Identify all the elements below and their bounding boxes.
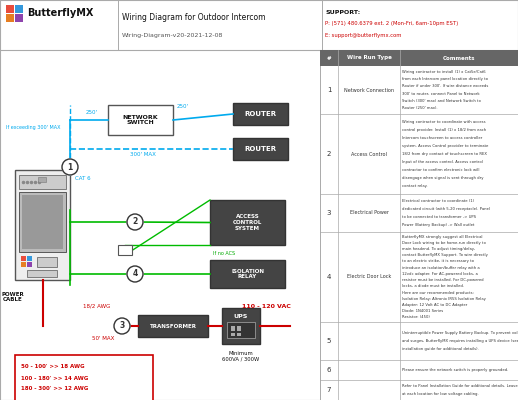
Text: Power (Battery Backup) -> Wall outlet: Power (Battery Backup) -> Wall outlet xyxy=(402,223,474,227)
FancyBboxPatch shape xyxy=(237,326,241,331)
FancyBboxPatch shape xyxy=(6,5,14,13)
FancyBboxPatch shape xyxy=(21,256,26,261)
Text: Adapter: 12 Volt AC to DC Adapter: Adapter: 12 Volt AC to DC Adapter xyxy=(402,303,467,307)
Text: NETWORK
SWITCH: NETWORK SWITCH xyxy=(123,115,159,125)
Circle shape xyxy=(127,266,143,282)
Text: Minimum
600VA / 300W: Minimum 600VA / 300W xyxy=(222,350,260,362)
Text: ISOLATION
RELAY: ISOLATION RELAY xyxy=(231,269,264,279)
FancyBboxPatch shape xyxy=(233,103,288,125)
Text: ButterflyMX: ButterflyMX xyxy=(27,8,93,18)
Text: 12vdc adapter. For AC-powered locks, a: 12vdc adapter. For AC-powered locks, a xyxy=(402,272,478,276)
Text: Wiring contractor to coordinate with access: Wiring contractor to coordinate with acc… xyxy=(402,120,486,124)
Text: 2: 2 xyxy=(327,151,331,157)
FancyBboxPatch shape xyxy=(37,257,57,267)
Text: 6: 6 xyxy=(327,367,331,373)
Text: 7: 7 xyxy=(327,387,331,393)
Text: 3: 3 xyxy=(327,210,331,216)
Text: contact relay.: contact relay. xyxy=(402,184,428,188)
Text: Network Connection: Network Connection xyxy=(344,88,394,92)
Text: contact ButterflyMX Support. To wire directly: contact ButterflyMX Support. To wire dir… xyxy=(402,253,488,257)
Text: 100 - 180' >> 14 AWG: 100 - 180' >> 14 AWG xyxy=(21,376,89,380)
FancyBboxPatch shape xyxy=(210,260,285,288)
FancyBboxPatch shape xyxy=(210,200,285,245)
Text: 1: 1 xyxy=(67,162,73,172)
Text: Door Lock wiring to be home-run directly to: Door Lock wiring to be home-run directly… xyxy=(402,241,486,245)
Text: Input of the access control. Access control: Input of the access control. Access cont… xyxy=(402,160,483,164)
FancyBboxPatch shape xyxy=(15,5,23,13)
FancyBboxPatch shape xyxy=(227,322,255,338)
Text: UPS: UPS xyxy=(234,314,248,318)
Text: 300' MAX: 300' MAX xyxy=(130,152,156,156)
Text: Router if under 300'. If wire distance exceeds: Router if under 300'. If wire distance e… xyxy=(402,84,488,88)
Text: resistor must be installed. For DC-powered: resistor must be installed. For DC-power… xyxy=(402,278,484,282)
Text: ButterflyMX strongly suggest all Electrical: ButterflyMX strongly suggest all Electri… xyxy=(402,235,482,239)
Text: E: support@butterflymx.com: E: support@butterflymx.com xyxy=(325,34,401,38)
FancyBboxPatch shape xyxy=(27,262,32,267)
Text: 2: 2 xyxy=(133,218,138,226)
Text: and surges, ButterflyMX requires installing a UPS device (see panel: and surges, ButterflyMX requires install… xyxy=(402,339,518,343)
FancyBboxPatch shape xyxy=(6,14,14,22)
FancyBboxPatch shape xyxy=(231,326,235,331)
Text: Electric Door Lock: Electric Door Lock xyxy=(347,274,391,280)
Text: #: # xyxy=(327,56,332,60)
Text: from each Intercom panel location directly to: from each Intercom panel location direct… xyxy=(402,77,488,81)
Text: Wire Run Type: Wire Run Type xyxy=(347,56,392,60)
Text: CAT 6: CAT 6 xyxy=(75,176,91,180)
Text: dedicated circuit (with 5-20 receptacle). Panel: dedicated circuit (with 5-20 receptacle)… xyxy=(402,207,490,211)
FancyBboxPatch shape xyxy=(222,308,260,344)
Text: If exceeding 300' MAX: If exceeding 300' MAX xyxy=(6,126,61,130)
FancyBboxPatch shape xyxy=(108,105,173,135)
Text: locks, a diode must be installed.: locks, a diode must be installed. xyxy=(402,284,464,288)
FancyBboxPatch shape xyxy=(19,175,66,189)
Text: introduce an isolation/buffer relay with a: introduce an isolation/buffer relay with… xyxy=(402,266,480,270)
Text: 4: 4 xyxy=(327,274,331,280)
Circle shape xyxy=(62,159,78,175)
FancyBboxPatch shape xyxy=(15,170,70,280)
Text: Uninterruptible Power Supply Battery Backup. To prevent voltage drops: Uninterruptible Power Supply Battery Bac… xyxy=(402,331,518,335)
Text: contractor to confirm electronic lock will: contractor to confirm electronic lock wi… xyxy=(402,168,480,172)
Text: 50 - 100' >> 18 AWG: 50 - 100' >> 18 AWG xyxy=(21,364,84,370)
FancyBboxPatch shape xyxy=(27,270,57,277)
Text: 18/2 from dry contact of touchscreen to REX: 18/2 from dry contact of touchscreen to … xyxy=(402,152,487,156)
Text: 1: 1 xyxy=(327,87,331,93)
Text: Diode: 1N4001 Series: Diode: 1N4001 Series xyxy=(402,309,443,313)
Text: to an electric strike, it is necessary to: to an electric strike, it is necessary t… xyxy=(402,260,474,264)
Text: Electrical Power: Electrical Power xyxy=(350,210,388,216)
FancyBboxPatch shape xyxy=(22,195,63,249)
Text: 110 - 120 VAC: 110 - 120 VAC xyxy=(242,304,291,309)
Text: 250': 250' xyxy=(177,104,189,108)
FancyBboxPatch shape xyxy=(320,50,518,400)
FancyBboxPatch shape xyxy=(118,245,132,255)
Text: installation guide for additional details).: installation guide for additional detail… xyxy=(402,347,479,351)
Text: TRANSFORMER: TRANSFORMER xyxy=(150,324,196,328)
Text: to be connected to transformer -> UPS: to be connected to transformer -> UPS xyxy=(402,215,476,219)
FancyBboxPatch shape xyxy=(15,14,23,22)
Text: Intercom touchscreen to access controller: Intercom touchscreen to access controlle… xyxy=(402,136,482,140)
Text: ROUTER: ROUTER xyxy=(244,111,277,117)
FancyBboxPatch shape xyxy=(19,192,66,252)
FancyBboxPatch shape xyxy=(320,50,518,66)
Text: 3: 3 xyxy=(119,322,125,330)
Text: SUPPORT:: SUPPORT: xyxy=(325,10,360,14)
Circle shape xyxy=(127,214,143,230)
FancyBboxPatch shape xyxy=(38,177,46,182)
Text: Access Control: Access Control xyxy=(351,152,387,156)
Text: 300' to router, connect Panel to Network: 300' to router, connect Panel to Network xyxy=(402,92,480,96)
Text: 4: 4 xyxy=(133,270,138,278)
Text: 180 - 300' >> 12 AWG: 180 - 300' >> 12 AWG xyxy=(21,386,89,392)
Text: Resistor: (450): Resistor: (450) xyxy=(402,315,430,319)
FancyBboxPatch shape xyxy=(15,355,153,400)
Text: Wiring contractor to install (1) x Cat5e/Cat6: Wiring contractor to install (1) x Cat5e… xyxy=(402,70,486,74)
FancyBboxPatch shape xyxy=(27,256,32,261)
Text: 50' MAX: 50' MAX xyxy=(92,336,114,341)
Text: Refer to Panel Installation Guide for additional details. Leave 6' service loop: Refer to Panel Installation Guide for ad… xyxy=(402,384,518,388)
Text: ROUTER: ROUTER xyxy=(244,146,277,152)
Text: POWER
CABLE: POWER CABLE xyxy=(2,292,24,302)
Text: Wiring-Diagram-v20-2021-12-08: Wiring-Diagram-v20-2021-12-08 xyxy=(122,34,223,38)
FancyBboxPatch shape xyxy=(21,262,26,267)
FancyBboxPatch shape xyxy=(233,138,288,160)
Text: main headend. To adjust timing/delay,: main headend. To adjust timing/delay, xyxy=(402,247,475,251)
Text: disengage when signal is sent through dry: disengage when signal is sent through dr… xyxy=(402,176,483,180)
Text: Electrical contractor to coordinate (1): Electrical contractor to coordinate (1) xyxy=(402,199,474,203)
